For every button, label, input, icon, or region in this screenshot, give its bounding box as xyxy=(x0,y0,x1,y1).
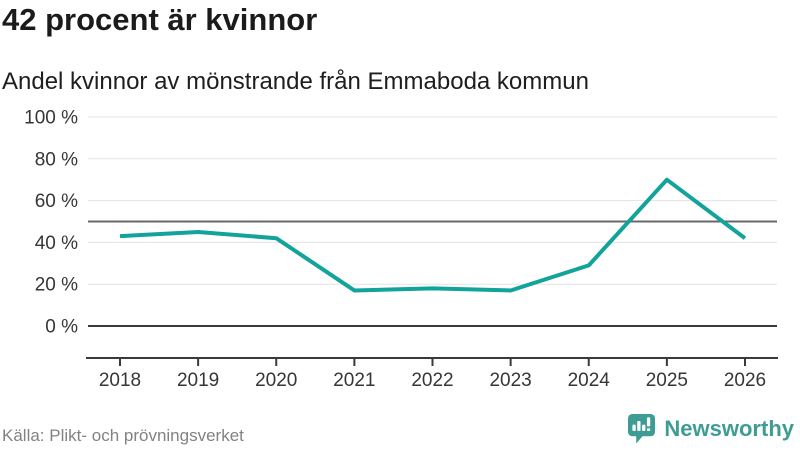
data-line-andel-kvinnor-av-m-nstrande xyxy=(119,177,747,293)
y-tick-label: 100 % xyxy=(24,108,78,129)
chart-subtitle: Andel kvinnor av mönstrande från Emmabod… xyxy=(2,68,589,95)
y-tick-label: 60 % xyxy=(35,191,78,212)
x-tick-label: 2023 xyxy=(489,370,531,391)
x-tick-label: 2024 xyxy=(568,370,611,391)
x-tick-label: 2022 xyxy=(411,370,453,391)
x-tick-label: 2025 xyxy=(646,370,688,391)
y-tick-label: 0 % xyxy=(45,317,78,338)
headline: 42 procent är kvinnor xyxy=(2,2,318,37)
line-chart: 100 % 80 % 60 % 40 % 20 % 0 % 2018 2019 2020 2021… xyxy=(24,108,778,391)
y-tick-label: 40 % xyxy=(35,233,78,254)
brand-name: Newsworthy xyxy=(664,415,794,441)
newsworthy-logo: Newsworthy xyxy=(627,413,794,444)
source-note: Källa: Plikt- och prövningsverket xyxy=(2,426,244,445)
x-tick-label: 2021 xyxy=(333,370,375,391)
x-tick-label: 2019 xyxy=(177,370,219,391)
x-tick-label: 2026 xyxy=(724,370,766,391)
newsworthy-chart-bubble-icon xyxy=(628,414,656,444)
y-tick-label: 80 % xyxy=(35,149,78,170)
y-tick-label: 20 % xyxy=(35,275,78,296)
x-tick-label: 2018 xyxy=(99,370,141,391)
x-tick-label: 2020 xyxy=(255,370,297,391)
